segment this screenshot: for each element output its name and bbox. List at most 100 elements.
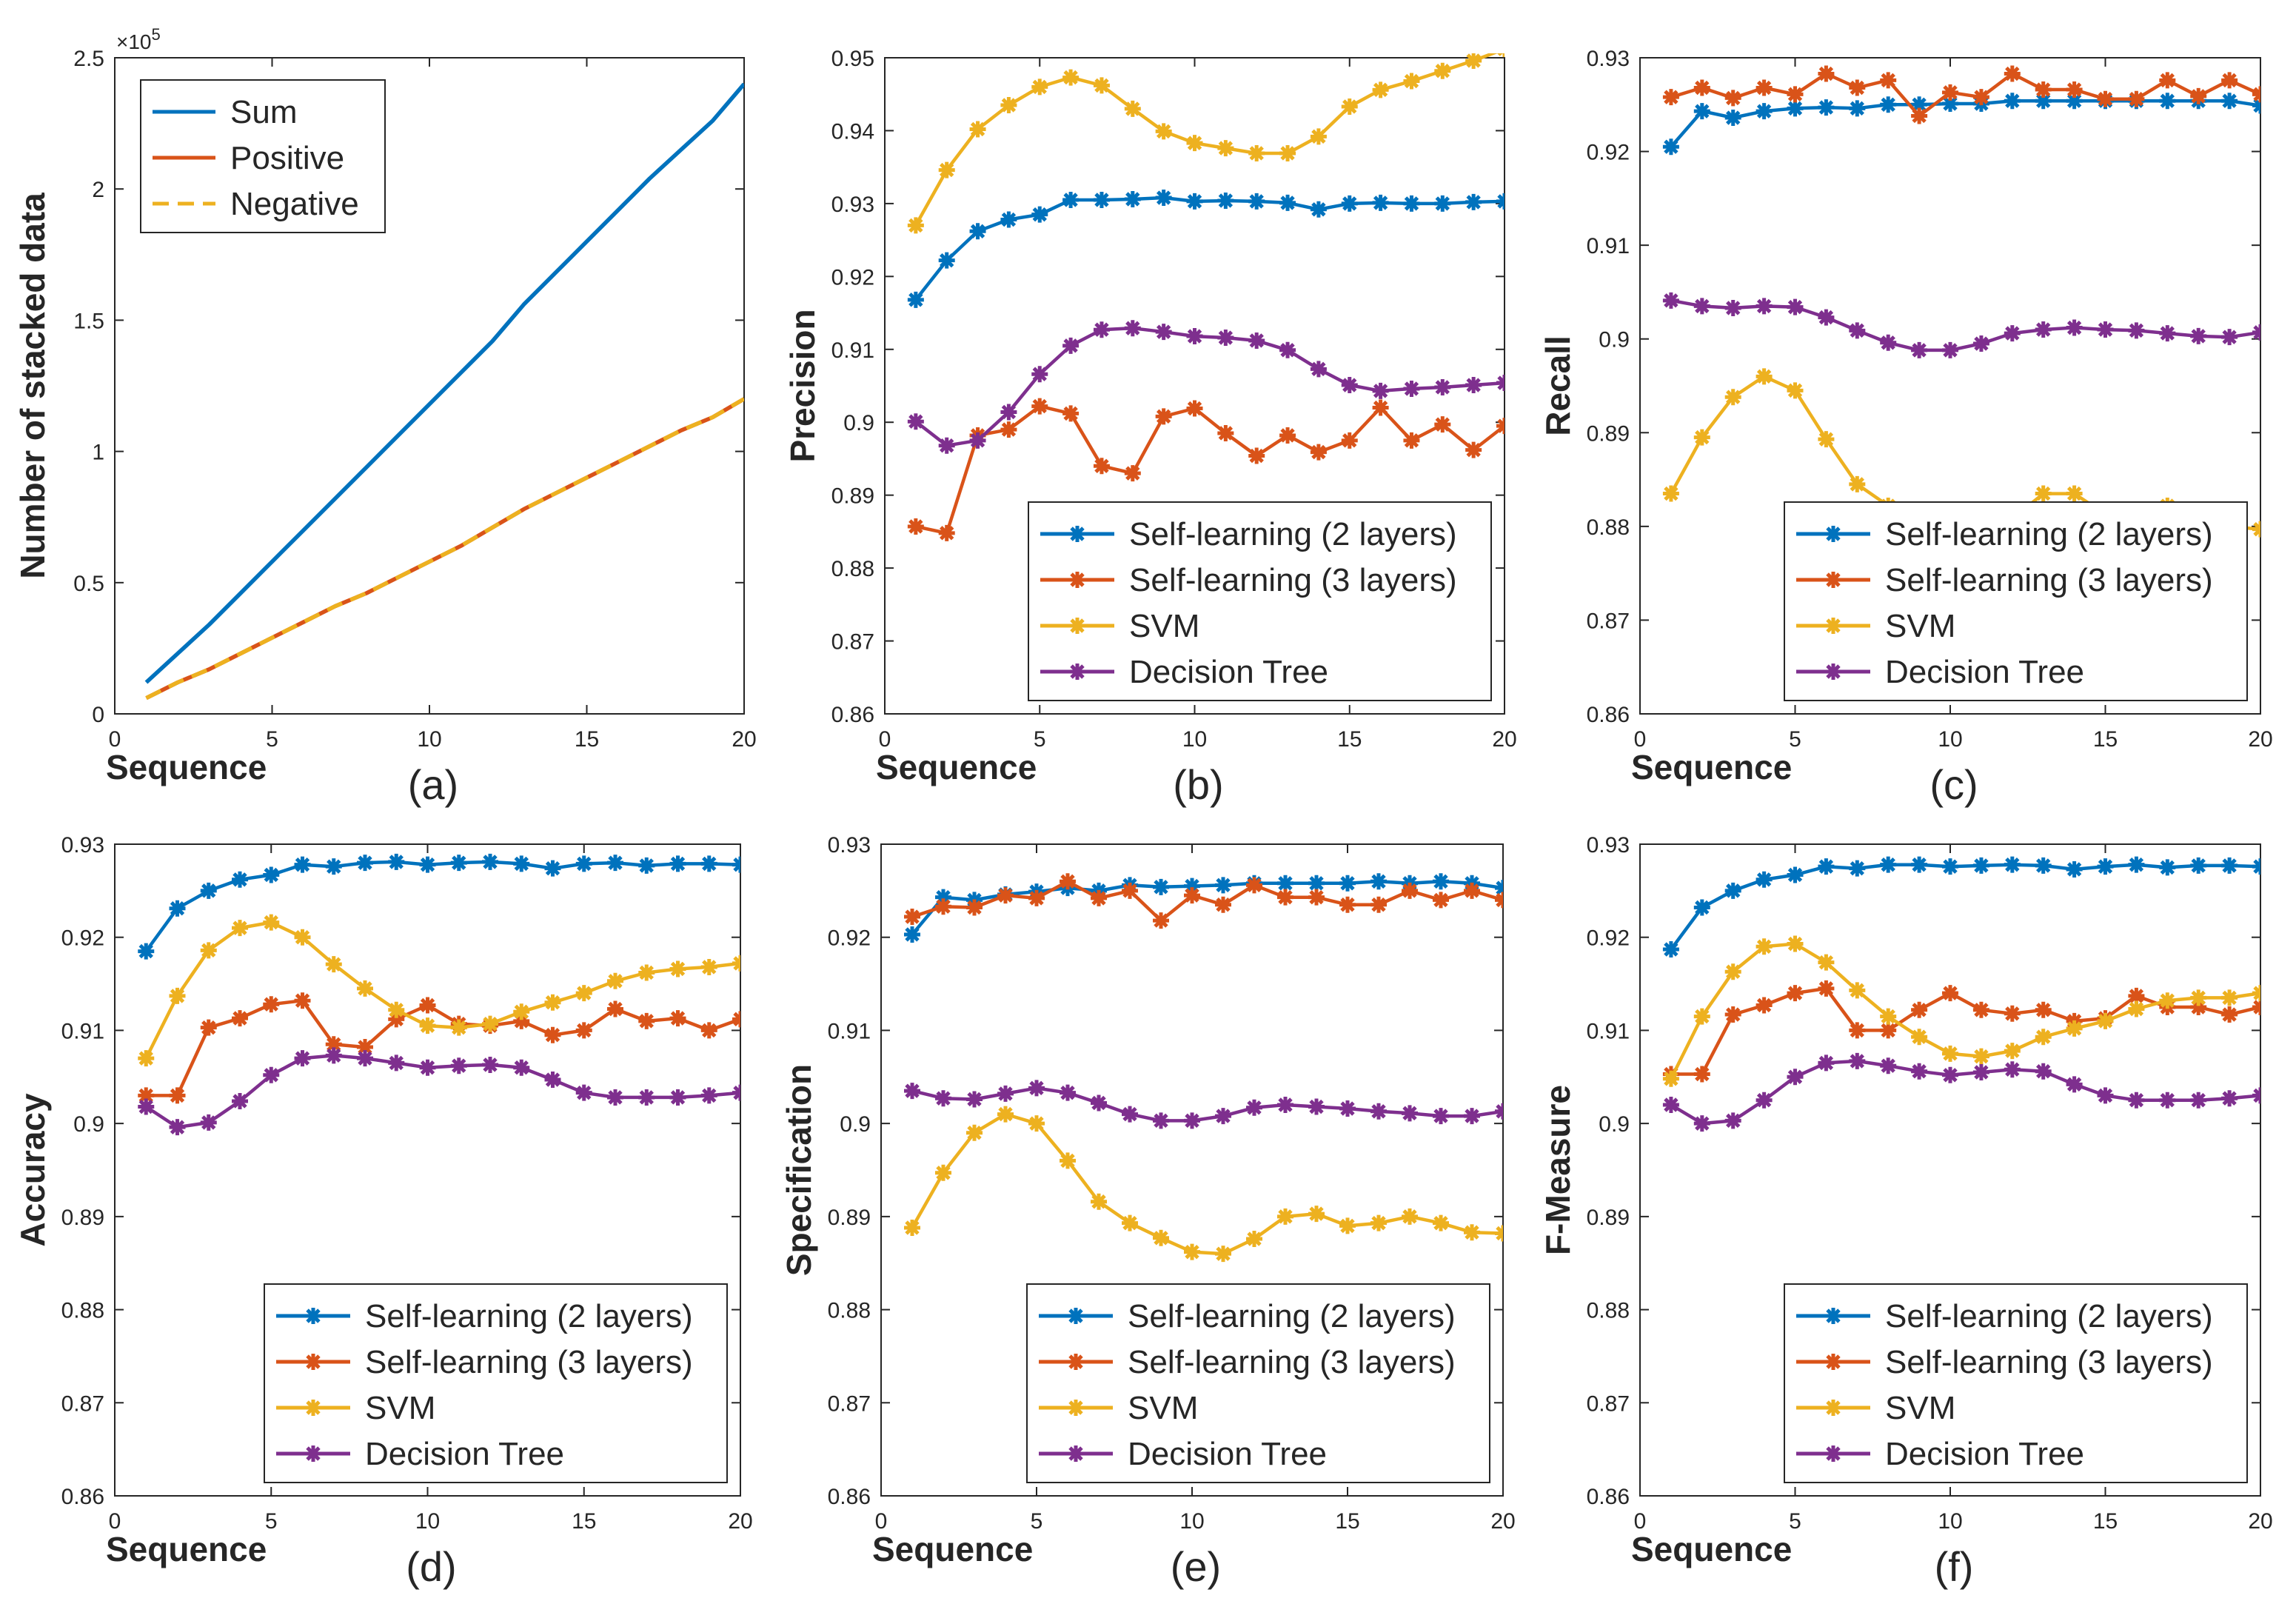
panel-label: (c) [1929,761,1978,808]
data-point [1370,1103,1387,1120]
data-point [1464,1224,1480,1241]
data-point [1091,1094,1107,1112]
data-point [2190,989,2207,1006]
data-point [388,1001,405,1018]
legend-entry: Self-learning (2 layers) [1129,516,1457,552]
x-tick-label: 5 [1789,1509,1801,1534]
data-point [1942,985,1958,1002]
data-point [1186,400,1203,417]
legend-marker [1069,618,1085,634]
data-point [1464,882,1480,899]
data-point [1277,889,1293,906]
data-point [2190,857,2207,874]
x-tick-label: 10 [1182,727,1207,752]
data-point [1787,1069,1804,1086]
y-tick-label: 0.88 [1587,1299,1630,1323]
data-point [1093,458,1110,475]
data-point [1402,1105,1418,1122]
data-point [1693,1066,1710,1083]
data-point [1787,866,1804,883]
y-tick-label: 0.9 [1599,1112,1630,1137]
data-point [2221,1006,2238,1023]
data-point [997,887,1014,904]
data-point [294,992,311,1009]
data-point [907,518,924,535]
y-tick-label: 0.88 [831,557,874,581]
legend-marker [1825,1400,1841,1416]
data-point [732,856,740,873]
data-point [1433,1108,1449,1125]
data-point [1000,421,1017,438]
y-tick-label: 0.87 [61,1391,104,1416]
data-point [907,413,924,430]
data-point [544,1026,561,1043]
data-point [1693,429,1710,446]
data-point [357,855,373,872]
legend-entry: Self-learning (3 layers) [1885,1344,2213,1380]
data-point [1310,201,1327,218]
series-line-2 [146,998,740,1097]
data-point [904,926,920,943]
data-point [1093,191,1110,208]
data-point [2190,327,2207,344]
x-tick-label: 15 [2093,1509,2118,1534]
data-point [2221,72,2238,89]
x-tick-label: 15 [575,727,599,752]
data-point [1433,892,1449,909]
data-point [450,855,467,872]
data-point [1787,298,1804,315]
legend-entry: SVM [365,1390,435,1426]
chart-f: 0 5 10 15 20 0.86 0.87 0.88 0.89 0.9 0.91 0.92 0.93 S… [1539,833,2273,1590]
series-line-4 [1670,1059,2260,1126]
legend-entry: SVM [1128,1390,1198,1426]
data-point [1693,298,1710,315]
data-point [294,856,311,873]
data-point [638,857,655,874]
data-point [1818,431,1835,448]
data-point [1497,53,1505,58]
data-point [700,855,717,872]
plot-area [1662,65,2260,538]
x-tick-label: 20 [2248,1509,2272,1534]
legend-marker [1069,572,1085,588]
series-line-3 [911,1112,1503,1256]
legend-marker [305,1445,321,1462]
legend-entry: Sum [230,94,297,130]
legend-entry: Decision Tree [1128,1436,1327,1472]
data-point [1403,195,1420,212]
data-point [1402,1208,1418,1225]
data-point [1693,1115,1710,1132]
y-tick-label: 0.9 [73,1112,104,1137]
data-point [638,1012,655,1029]
data-point [1186,328,1203,345]
data-point [700,1022,717,1039]
data-point [2221,857,2238,874]
data-point [2004,93,2021,110]
data-point [1308,889,1325,906]
y-tick-label: 2.5 [73,47,104,71]
panel-label: (d) [406,1543,456,1590]
data-point [1662,1097,1679,1113]
legend-marker [1825,1308,1841,1324]
y-tick-label: 0.86 [61,1485,104,1509]
data-point [1434,195,1451,212]
data-point [1308,1098,1325,1115]
data-point [419,1059,436,1076]
data-point [1662,292,1679,309]
y-tick-label: 0.92 [828,926,871,951]
data-point [2035,1029,2052,1046]
legend-marker [305,1308,321,1324]
data-point [575,1084,592,1101]
data-point [232,1010,248,1027]
data-point [2190,1092,2207,1109]
legend-entry: Decision Tree [365,1436,564,1472]
data-point [1279,427,1296,444]
chart-a: 0 5 10 15 20 0 0.5 1 1.5 2 2.5 ×105 Sequence Number o… [13,25,757,808]
data-point [938,524,955,541]
data-point [2066,93,2083,110]
data-point [1308,875,1325,892]
data-point [263,914,280,931]
data-point [1000,96,1017,113]
data-point [2066,1076,2083,1093]
y-tick-label: 0.93 [1587,833,1630,858]
